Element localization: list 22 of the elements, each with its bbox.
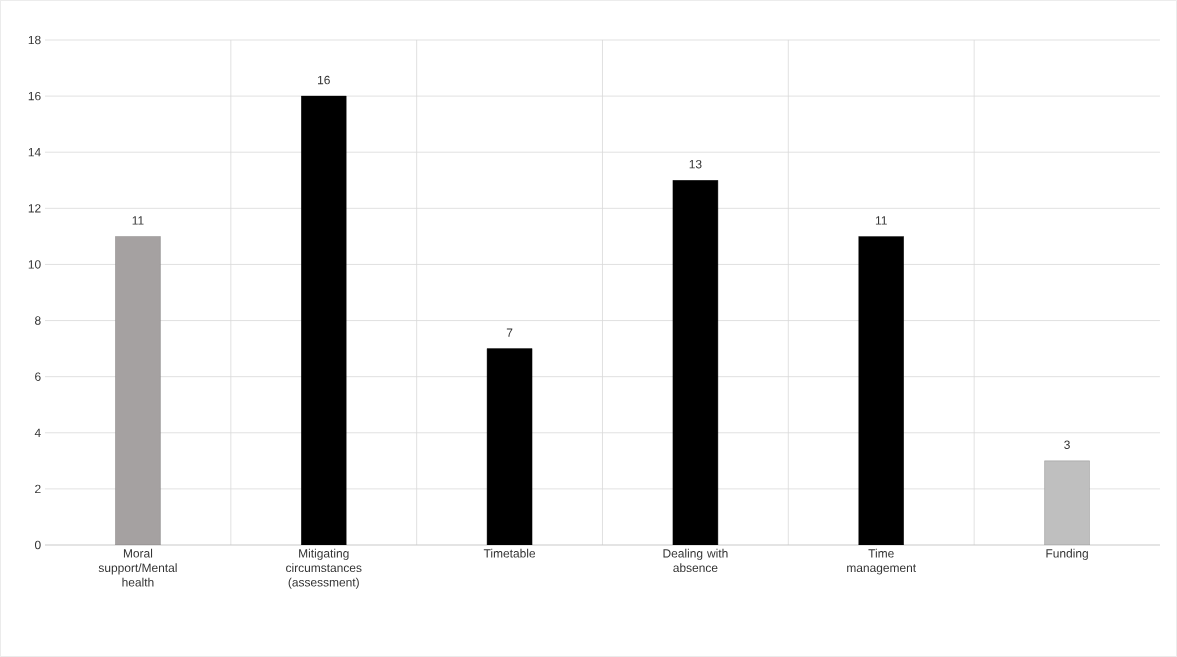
data-label: 3 <box>1064 440 1070 449</box>
x-tick-label: Mitigating circumstances (assessment) <box>286 548 362 589</box>
y-tick-label: 14 <box>28 148 41 157</box>
y-tick-label: 12 <box>28 204 41 213</box>
y-tick-label: 10 <box>28 260 41 269</box>
x-tick-label: Moral support/Mental health <box>98 548 177 587</box>
data-label: 11 <box>875 216 887 225</box>
data-label: 13 <box>689 159 702 169</box>
x-tick-label: Funding <box>1046 548 1088 560</box>
y-tick-label: 0 <box>34 540 41 550</box>
x-tick-label: Dealing with absence <box>663 548 728 573</box>
x-tick-label: Time management <box>847 548 917 575</box>
data-label: 11 <box>132 216 144 225</box>
y-tick-label: 6 <box>35 372 41 381</box>
y-tick-label: 2 <box>35 484 41 494</box>
y-tick-label: 16 <box>28 91 41 101</box>
y-tick-label: 8 <box>35 316 41 325</box>
y-tick-label: 4 <box>34 428 41 437</box>
y-tick-label: 18 <box>28 35 41 45</box>
x-tick-label: Timetable <box>483 548 536 558</box>
data-label: 7 <box>506 328 513 337</box>
data-label: 16 <box>318 75 330 85</box>
